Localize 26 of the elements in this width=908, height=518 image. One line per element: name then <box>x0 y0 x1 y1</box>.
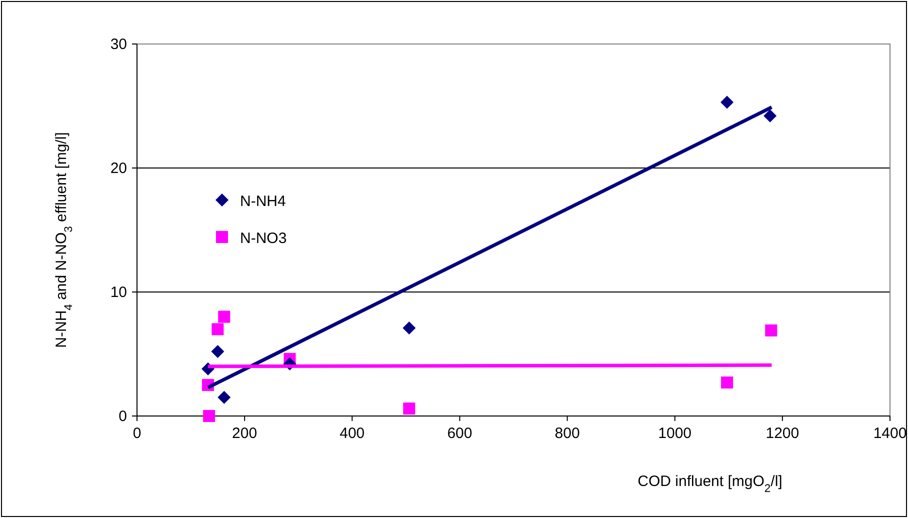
x-tick-label: 200 <box>232 425 258 442</box>
x-tick-label: 1200 <box>766 425 800 442</box>
x-tick-label: 1400 <box>873 425 907 442</box>
y-tick-label: 0 <box>118 408 127 425</box>
point <box>403 402 416 415</box>
point <box>764 109 777 122</box>
point <box>720 96 734 109</box>
y-tick-label: 20 <box>110 160 127 177</box>
point <box>721 376 734 389</box>
legend-label: N-NO3 <box>240 230 287 247</box>
x-tick-label: 0 <box>132 425 142 442</box>
point <box>765 324 778 336</box>
x-tick-label: 600 <box>447 425 472 442</box>
y-tick-label: 30 <box>110 36 127 53</box>
point <box>211 345 224 358</box>
point <box>402 321 416 334</box>
x-tick-label: 1000 <box>658 425 692 442</box>
y-tick-label: 10 <box>110 284 127 301</box>
point <box>218 310 230 323</box>
point <box>212 323 224 336</box>
legend-label: N-NH4 <box>240 193 286 210</box>
point <box>218 390 231 404</box>
x-axis-title: COD influent [mgO$_{2}$/l] <box>638 473 782 495</box>
point <box>203 410 216 422</box>
x-tick-label: 400 <box>340 425 365 442</box>
x-tick-label: 800 <box>554 425 580 442</box>
